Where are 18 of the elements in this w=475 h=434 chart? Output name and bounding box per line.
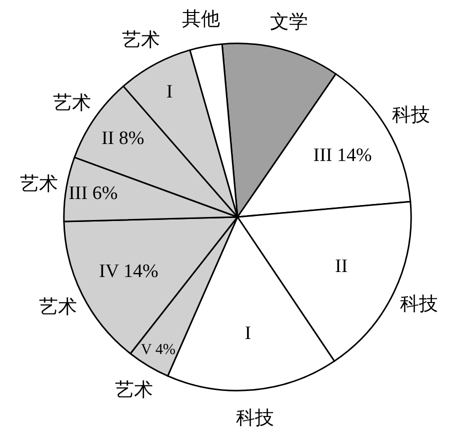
data-label: II 8% xyxy=(101,128,144,149)
slice-label: 文学 xyxy=(270,11,308,33)
slice-label: 科技 xyxy=(236,407,274,429)
slice-label: 艺术 xyxy=(53,92,91,114)
data-label: I xyxy=(244,323,252,344)
data-label: III 6% xyxy=(68,182,118,204)
data-label: III 14% xyxy=(313,145,372,166)
slice-label: 艺术 xyxy=(122,29,160,51)
slice-label: 科技 xyxy=(400,293,438,315)
slice-label: 艺术 xyxy=(115,379,153,401)
data-label: V 4% xyxy=(140,340,176,358)
slice-label: 艺术 xyxy=(39,296,77,318)
slice-label: 其他 xyxy=(182,8,220,30)
data-label: I xyxy=(166,81,173,102)
slice-label: 科技 xyxy=(392,104,430,126)
data-label: II xyxy=(335,256,348,278)
data-label: IV 14% xyxy=(98,261,158,282)
slice-label: 艺术 xyxy=(20,173,58,195)
